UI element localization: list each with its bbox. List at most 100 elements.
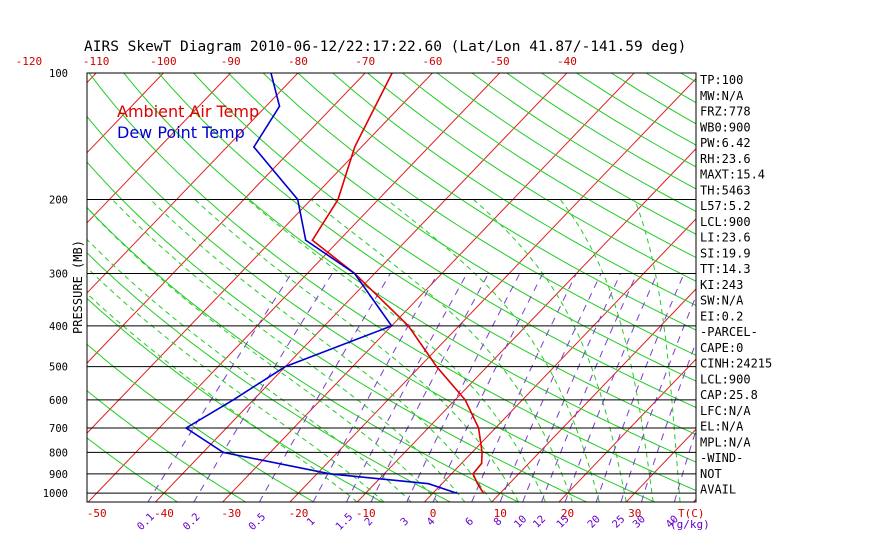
ambient-temp-point (464, 399, 467, 401)
dry-adiabat-line (158, 73, 696, 436)
dewpoint-temp-point (253, 146, 255, 148)
mixing-ratio-unit: (g/kg) (670, 518, 710, 531)
top-temperature-tick-label: -110 (83, 55, 110, 68)
index-entry: MAXT:15.4 (700, 168, 765, 182)
temperature-tick-label: -50 (87, 507, 107, 520)
pressure-tick-label: 400 (49, 321, 68, 333)
isotherm-line (87, 73, 164, 154)
dry-adiabat-line (436, 73, 696, 235)
index-entry: EI:0.2 (700, 309, 743, 323)
temperature-tick-label: 30 (628, 507, 641, 520)
dry-adiabat-line (87, 437, 178, 502)
temperature-tick-label: -30 (221, 507, 241, 520)
moist-adiabat-line (87, 238, 412, 502)
dry-adiabat-line (227, 73, 696, 382)
isotherm-line (828, 73, 870, 502)
index-entry: EL:N/A (700, 420, 744, 434)
mixing-ratio-line (640, 341, 696, 502)
index-entry: MW:N/A (700, 89, 744, 103)
top-temperature-tick-label: -60 (422, 55, 442, 68)
moist-adiabat-line (87, 207, 439, 502)
mixing-ratio-tick-label: 1 (305, 515, 318, 528)
temperature-tick-label: -20 (289, 507, 309, 520)
pressure-tick-label: 200 (49, 194, 68, 206)
legend-dewpoint-temp: Dew Point Temp (117, 123, 245, 142)
moist-adiabat-line (386, 199, 600, 502)
mixing-ratio-tick-label: 0.5 (246, 511, 268, 533)
index-entry: TP:100 (700, 73, 743, 87)
pressure-tick-label: 900 (49, 469, 68, 481)
mixing-ratio-line (258, 273, 391, 502)
top-temperature-tick-label: -50 (490, 55, 510, 68)
pressure-tick-label: 600 (49, 395, 68, 407)
index-entry: LCL:900 (700, 215, 751, 229)
dry-adiabat-line (87, 161, 587, 502)
ambient-temp-point (311, 239, 314, 241)
dewpoint-temp-line (184, 73, 457, 494)
temperature-tick-label: 20 (561, 507, 574, 520)
moist-adiabat-line (247, 199, 546, 502)
temperature-tick-label: 10 (494, 507, 507, 520)
y-axis-label: PRESSURE (MB) (71, 240, 85, 334)
dewpoint-temp-point (427, 482, 430, 485)
ambient-temp-point (481, 451, 483, 454)
mixing-ratio-line (312, 273, 439, 502)
isotherm-line (558, 358, 696, 502)
mixing-ratio-line (147, 273, 292, 502)
dry-adiabat-line (367, 73, 696, 282)
dry-adiabat-line (87, 390, 246, 502)
mixing-ratio-line (432, 273, 544, 502)
dewpoint-temp-point (353, 272, 356, 275)
index-entry: NOT (700, 467, 722, 481)
mixing-ratio-axis: 0.1 0.2 0.5 1 1.5 2 3 4 6 8 10 12 15 20 25 30 40 (135, 511, 681, 533)
isotherm-line (155, 73, 568, 502)
dry-adiabat-line (87, 206, 519, 502)
top-temperature-tick-label: -70 (355, 55, 375, 68)
dewpoint-temp-point (232, 399, 234, 401)
index-entry: MPL:N/A (700, 435, 751, 449)
dry-adiabat-line (645, 73, 696, 104)
legend-ambient-temp: Ambient Air Temp (117, 102, 259, 121)
moist-adiabat-line (87, 267, 385, 502)
index-entry: FRZ:778 (700, 105, 751, 119)
isotherm-line (424, 218, 696, 502)
index-entry: WB0:900 (700, 120, 751, 134)
index-entry: -PARCEL- (700, 325, 758, 339)
ambient-temp-point (353, 146, 356, 148)
pressure-tick-label: 100 (49, 68, 68, 80)
dry-adiabat-line (401, 73, 696, 259)
temperature-tick-label: -40 (154, 507, 174, 520)
pressure-tick-label: 700 (49, 423, 68, 435)
ambient-temp-point (472, 473, 474, 475)
dry-adiabat-line (750, 73, 870, 502)
index-entry: TT:14.3 (700, 262, 751, 276)
dewpoint-temp-point (222, 451, 224, 454)
mixing-ratio-line (346, 273, 468, 502)
dewpoint-temp-point (390, 325, 393, 327)
index-entry: TH:5463 (700, 183, 751, 197)
dry-adiabat-line (193, 73, 696, 409)
pressure-tick-label: 800 (49, 447, 68, 459)
index-entry: LFC:N/A (700, 404, 751, 418)
pressure-tick-label: 500 (49, 362, 68, 374)
isotherm-line (0, 73, 29, 502)
isotherm-line (491, 288, 696, 502)
moist-adiabat-line (150, 199, 493, 502)
dewpoint-temp-point (455, 492, 458, 494)
dewpoint-temp-point (304, 239, 307, 241)
dry-adiabat-line (297, 73, 696, 331)
isotherm-line (87, 73, 232, 224)
dewpoint-temp-point (296, 198, 299, 201)
isotherm-line (87, 73, 433, 434)
pressure-axis: 100 200 300 400 500 600 700 800 900 1000 (43, 68, 68, 500)
ambient-temp-point (477, 427, 480, 429)
top-temperature-tick-label: -90 (221, 55, 241, 68)
dry-adiabat-line (262, 73, 696, 356)
moist-adiabat-line (111, 199, 466, 502)
index-entry: RH:23.6 (700, 152, 751, 166)
dry-adiabat-line (471, 73, 696, 212)
temperature-axis-top: -120 -110 -100 -90 -80 -70 -60 -50 -40 (16, 55, 577, 68)
mixing-ratio-tick-label: 6 (463, 515, 476, 528)
